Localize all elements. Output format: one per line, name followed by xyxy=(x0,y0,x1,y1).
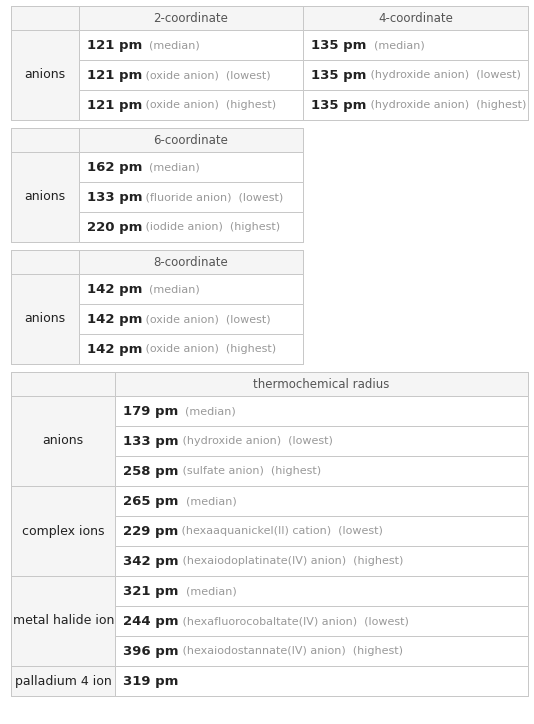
Text: (median): (median) xyxy=(178,586,236,596)
Bar xyxy=(11,250,78,274)
Bar xyxy=(78,212,303,242)
Text: (sulfate anion)  (highest): (sulfate anion) (highest) xyxy=(178,466,320,476)
Bar xyxy=(78,182,303,212)
Text: 220 pm: 220 pm xyxy=(87,221,142,234)
Bar xyxy=(11,250,303,364)
Bar xyxy=(78,274,303,304)
Bar xyxy=(115,426,528,456)
Bar xyxy=(11,128,78,152)
Bar xyxy=(78,30,303,60)
Text: 135 pm: 135 pm xyxy=(311,38,367,51)
Bar xyxy=(11,30,78,120)
Text: (oxide anion)  (highest): (oxide anion) (highest) xyxy=(142,344,276,354)
Text: (fluoride anion)  (lowest): (fluoride anion) (lowest) xyxy=(142,192,283,202)
Bar xyxy=(11,666,115,696)
Text: complex ions: complex ions xyxy=(22,524,105,537)
Bar xyxy=(115,576,528,606)
Bar xyxy=(115,486,528,516)
Bar xyxy=(115,372,528,396)
Text: 244 pm: 244 pm xyxy=(123,615,179,628)
Text: (oxide anion)  (lowest): (oxide anion) (lowest) xyxy=(142,70,270,80)
Bar xyxy=(303,60,528,90)
Text: (iodide anion)  (highest): (iodide anion) (highest) xyxy=(142,222,280,232)
Text: 319 pm: 319 pm xyxy=(123,675,178,688)
Bar xyxy=(303,90,528,120)
Text: 135 pm: 135 pm xyxy=(311,69,367,82)
Bar xyxy=(11,6,78,30)
Text: 396 pm: 396 pm xyxy=(123,644,179,657)
Bar xyxy=(11,152,78,242)
Text: (oxide anion)  (highest): (oxide anion) (highest) xyxy=(142,100,276,110)
Text: (median): (median) xyxy=(142,40,200,50)
Text: (hydroxide anion)  (highest): (hydroxide anion) (highest) xyxy=(367,100,526,110)
Text: anions: anions xyxy=(43,434,84,447)
Text: 133 pm: 133 pm xyxy=(87,190,142,203)
Text: metal halide ion: metal halide ion xyxy=(13,615,114,628)
Bar xyxy=(11,396,115,486)
Text: (median): (median) xyxy=(142,162,200,172)
Bar xyxy=(78,60,303,90)
Bar xyxy=(11,6,528,120)
Text: 133 pm: 133 pm xyxy=(123,434,179,447)
Bar xyxy=(11,486,115,576)
Text: (hexaiodostannate(IV) anion)  (highest): (hexaiodostannate(IV) anion) (highest) xyxy=(179,646,403,656)
Bar xyxy=(115,546,528,576)
Text: 162 pm: 162 pm xyxy=(87,161,142,174)
Bar xyxy=(115,636,528,666)
Bar xyxy=(115,456,528,486)
Text: 8-coordinate: 8-coordinate xyxy=(154,256,229,269)
Text: (median): (median) xyxy=(367,40,425,50)
Text: (oxide anion)  (lowest): (oxide anion) (lowest) xyxy=(142,314,271,324)
Bar xyxy=(78,90,303,120)
Bar xyxy=(115,516,528,546)
Bar xyxy=(78,6,303,30)
Text: (hexafluorocobaltate(IV) anion)  (lowest): (hexafluorocobaltate(IV) anion) (lowest) xyxy=(179,616,409,626)
Text: 342 pm: 342 pm xyxy=(123,555,179,568)
Text: 2-coordinate: 2-coordinate xyxy=(154,12,229,25)
Text: palladium 4 ion: palladium 4 ion xyxy=(15,675,112,688)
Bar xyxy=(78,152,303,182)
Bar xyxy=(115,666,528,696)
Text: 121 pm: 121 pm xyxy=(87,98,142,111)
Bar xyxy=(11,372,115,396)
Text: 142 pm: 142 pm xyxy=(87,282,142,295)
Text: 142 pm: 142 pm xyxy=(87,313,142,326)
Text: (median): (median) xyxy=(178,496,236,506)
Text: (median): (median) xyxy=(178,406,236,416)
Text: thermochemical radius: thermochemical radius xyxy=(254,377,390,390)
Text: 179 pm: 179 pm xyxy=(123,405,178,418)
Bar xyxy=(78,250,303,274)
Bar xyxy=(78,334,303,364)
Text: 6-coordinate: 6-coordinate xyxy=(154,133,229,146)
Text: 321 pm: 321 pm xyxy=(123,584,178,597)
Text: (hydroxide anion)  (lowest): (hydroxide anion) (lowest) xyxy=(179,436,333,446)
Bar xyxy=(78,128,303,152)
Bar xyxy=(11,128,303,242)
Text: anions: anions xyxy=(25,313,66,326)
Bar xyxy=(115,606,528,636)
Text: (hydroxide anion)  (lowest): (hydroxide anion) (lowest) xyxy=(367,70,521,80)
Bar xyxy=(11,274,78,364)
Text: (hexaiodoplatinate(IV) anion)  (highest): (hexaiodoplatinate(IV) anion) (highest) xyxy=(179,556,403,566)
Text: (hexaaquanickel(II) cation)  (lowest): (hexaaquanickel(II) cation) (lowest) xyxy=(178,526,383,536)
Bar xyxy=(11,372,528,696)
Text: 121 pm: 121 pm xyxy=(87,38,142,51)
Text: 258 pm: 258 pm xyxy=(123,465,178,478)
Bar xyxy=(303,30,528,60)
Text: anions: anions xyxy=(25,190,66,203)
Text: 265 pm: 265 pm xyxy=(123,494,178,508)
Bar xyxy=(78,304,303,334)
Text: 142 pm: 142 pm xyxy=(87,342,142,355)
Text: 121 pm: 121 pm xyxy=(87,69,142,82)
Text: 4-coordinate: 4-coordinate xyxy=(378,12,453,25)
Bar xyxy=(303,6,528,30)
Bar xyxy=(115,396,528,426)
Text: 229 pm: 229 pm xyxy=(123,524,178,537)
Text: anions: anions xyxy=(25,69,66,82)
Text: 135 pm: 135 pm xyxy=(311,98,367,111)
Text: (median): (median) xyxy=(142,284,200,294)
Bar xyxy=(11,576,115,666)
